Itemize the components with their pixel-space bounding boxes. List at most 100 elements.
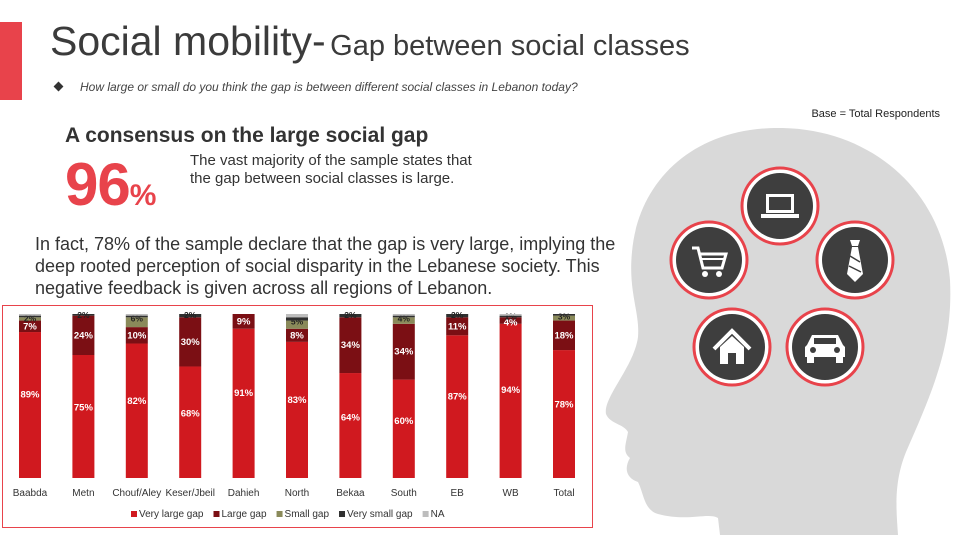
data-label: 8% [290,330,304,341]
bar-segment [553,314,575,316]
bar-segment [553,350,575,478]
data-label: 75% [74,402,94,413]
category-label: North [285,488,309,499]
bar-segment [446,317,469,336]
data-label: 1% [504,312,517,322]
bar-segment [179,314,202,318]
bar-segment [392,323,415,380]
question-text: How large or small do you think the gap … [80,80,578,94]
data-label: 34% [394,347,414,358]
data-label: 68% [181,409,201,420]
big-stat-unit: % [129,179,157,212]
data-label: 4% [504,317,518,328]
bar-segment [499,314,522,316]
data-label: 2% [451,310,464,320]
category-label: South [391,488,417,499]
laptop-icon [740,166,820,246]
category-label: Bekaa [336,488,365,499]
data-label: 91% [234,388,254,399]
bar-segment [499,315,522,318]
bar-segment [179,317,202,367]
legend-swatch [339,511,346,517]
bar-segment [286,328,308,342]
data-label: 2% [77,310,90,320]
bar-segment [125,317,148,328]
data-label: 7% [23,321,37,332]
legend-swatch [276,511,283,517]
chart-container: 89% 7% 2% Baabda 75% 24% 2% Metn 82% 10% 6% Chouf/A… [2,305,593,528]
bar-segment [392,314,415,316]
data-label: 3% [558,312,571,322]
legend-label: Small gap [285,509,330,520]
bar-segment [232,314,255,329]
bar-segment [392,379,415,478]
bar-segment [553,315,575,321]
bar-segment [125,327,148,344]
category-label: Total [553,488,574,499]
category-label: WB [503,488,519,499]
bar-segment [19,317,41,321]
bar-segment [286,320,308,329]
diamond-bullet-icon [53,81,64,92]
bar-segment [232,328,255,478]
data-label: 10% [127,330,147,341]
bar-segment [392,315,415,318]
bar-segment [499,323,522,478]
data-label: 6% [131,313,144,323]
data-label: 78% [554,400,574,411]
bar-segment [446,314,469,318]
data-label: 5% [291,317,304,327]
data-label: 11% [448,321,467,332]
bar-segment [72,355,95,478]
data-label: 4% [398,313,411,323]
big-stat-description: The vast majority of the sample states t… [190,152,472,187]
stacked-bar-chart: 89%7%2%Baabda75%24%2%Metn82%10%6%Chouf/A… [13,310,575,520]
legend-label: Very small gap [347,509,413,520]
bar-segment [19,320,41,333]
big-stat-number: 96 [65,151,131,218]
legend-swatch [131,511,137,517]
bar-segment [19,314,41,316]
head-illustration [605,127,951,535]
tie-icon [815,220,895,300]
bar-segment [19,315,41,318]
data-label: 24% [74,330,94,341]
bar-segment [179,366,202,478]
car-icon [785,307,865,387]
base-note: Base = Total Respondents [811,108,940,120]
category-label: Metn [72,488,94,499]
bar-segment [72,315,95,355]
house-icon [692,307,772,387]
category-label: Dahieh [228,488,260,499]
highlight-headline: A consensus on the large social gap [65,124,429,147]
data-label: 9% [237,316,251,327]
shopping-cart-icon [669,220,749,300]
bar-segment [125,315,148,318]
data-label: 2% [184,310,197,320]
title-sub: Gap between social classes [330,30,690,62]
bar-segment [19,332,41,478]
legend-label: NA [431,509,445,520]
category-label: Baabda [13,488,48,499]
data-label: 18% [554,330,574,341]
legend-label: Very large gap [139,509,204,520]
legend-swatch [213,511,220,517]
bar-segment [339,314,362,318]
data-label: 2% [24,313,37,323]
bar-segment [286,341,308,478]
data-label: 30% [181,337,201,348]
survey-question: How large or small do you think the gap … [53,80,578,94]
page-title: Social mobility- Gap between social clas… [50,18,690,65]
bar-segment [339,317,362,374]
bar-segment [446,335,469,478]
legend-swatch [422,511,429,517]
body-paragraph: In fact, 78% of the sample declare that … [35,234,616,298]
legend-label: Large gap [222,509,267,520]
bar-segment [125,314,148,316]
bar-segment [72,314,95,316]
accent-bar [0,22,22,100]
category-label: Keser/Jbeil [165,488,214,499]
category-label: EB [451,488,465,499]
data-label: 34% [341,340,361,351]
data-label: 89% [20,390,40,401]
